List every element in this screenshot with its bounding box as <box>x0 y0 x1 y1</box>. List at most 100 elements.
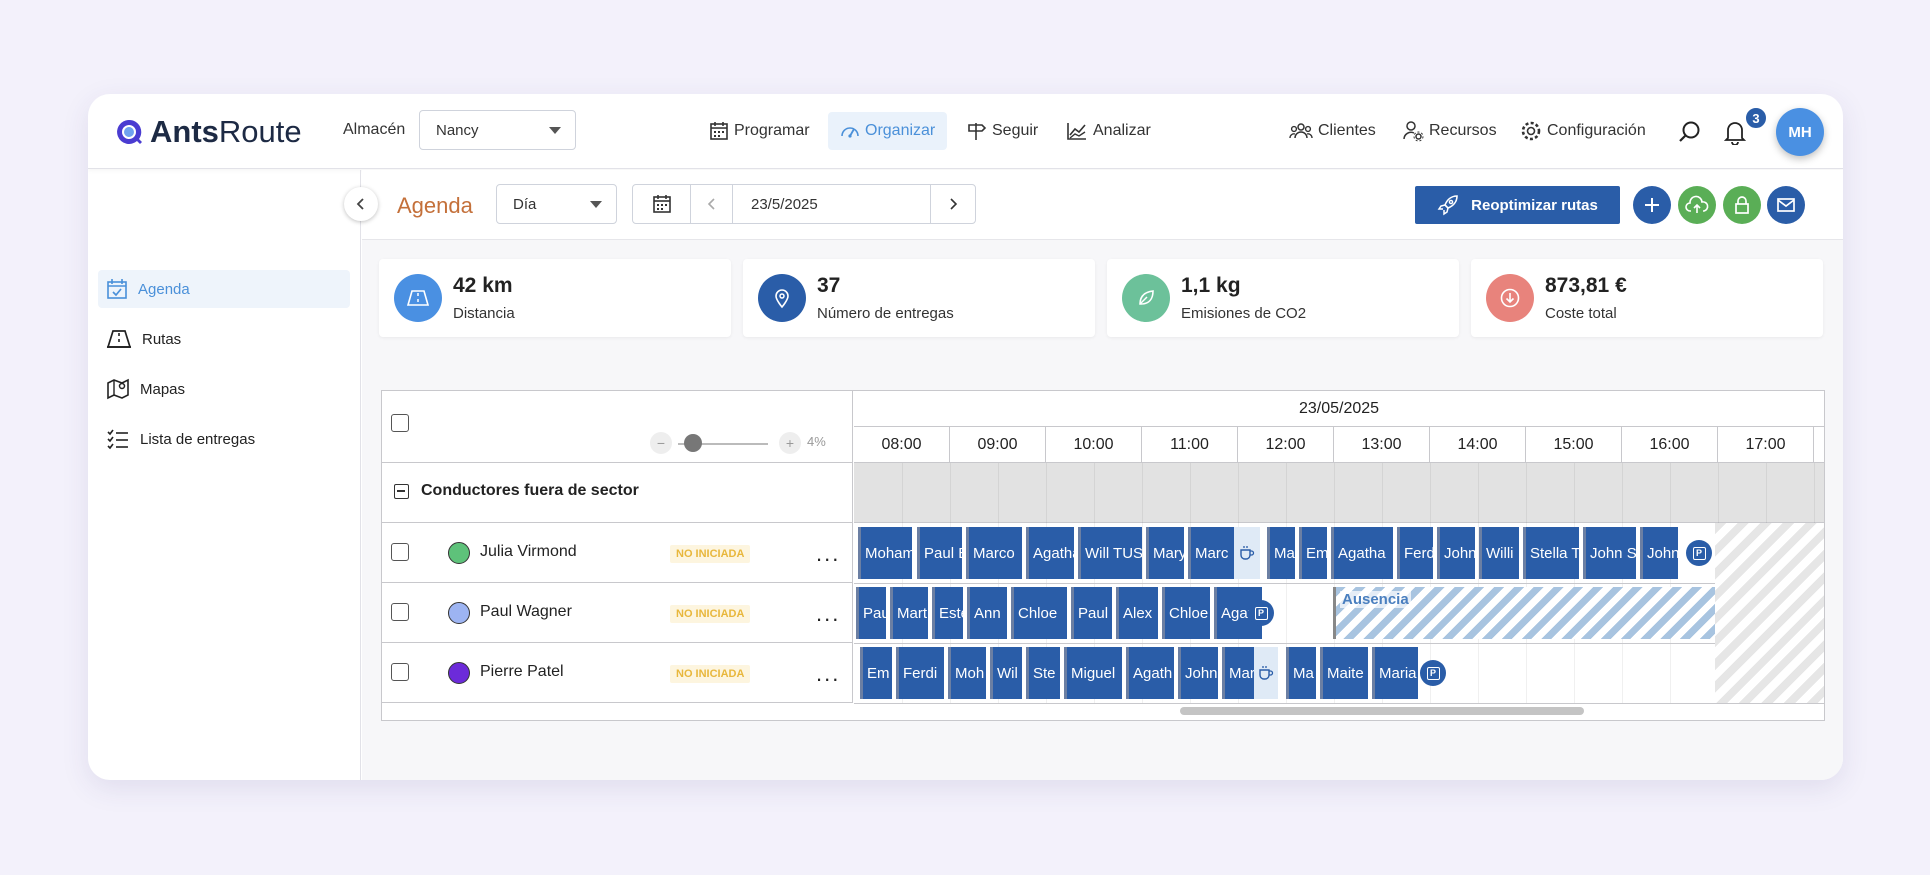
previous-day-button[interactable] <box>691 185 733 223</box>
group-row[interactable]: Conductores fuera de sector <box>382 463 853 523</box>
delivery-task[interactable]: Ann <box>967 587 1007 639</box>
zoom-slider-handle[interactable] <box>684 434 702 452</box>
bell-icon[interactable] <box>1724 119 1746 145</box>
delivery-task[interactable]: Este <box>932 587 963 639</box>
zoom-in-button[interactable]: + <box>779 432 801 454</box>
zoom-out-button[interactable]: − <box>650 432 672 454</box>
road-icon <box>406 290 430 306</box>
sidebar-item-rutas[interactable]: Rutas <box>98 320 350 358</box>
horizontal-scrollbar[interactable] <box>1180 707 1584 715</box>
sidebar-item-agenda[interactable]: Agenda <box>98 270 350 308</box>
delivery-task[interactable]: John <box>1178 647 1218 699</box>
sidebar-item-label: Agenda <box>138 280 190 298</box>
delivery-task[interactable]: Paul B <box>917 527 962 579</box>
zoom-slider-track[interactable] <box>678 443 768 445</box>
calendar-check-icon <box>107 279 127 299</box>
delivery-task[interactable]: John <box>1437 527 1475 579</box>
delivery-task[interactable]: Paul <box>856 587 886 639</box>
driver-checkbox[interactable] <box>391 663 409 681</box>
search-icon[interactable] <box>1678 120 1702 144</box>
nav-clientes[interactable]: Clientes <box>1277 112 1388 150</box>
delivery-task[interactable]: Marco <box>966 527 1022 579</box>
driver-checkbox[interactable] <box>391 543 409 561</box>
lock-button[interactable] <box>1723 186 1761 224</box>
nav-analizar[interactable]: Analizar <box>1054 112 1163 150</box>
store-select[interactable]: Nancy <box>419 110 576 150</box>
users-icon <box>1289 123 1313 139</box>
kpi-card-cost: 873,81 € Coste total <box>1471 259 1823 337</box>
delivery-task[interactable]: Mart <box>890 587 928 639</box>
delivery-task[interactable]: Agatha <box>1026 527 1074 579</box>
nav-organizar[interactable]: Organizar <box>828 112 948 150</box>
delivery-task[interactable]: Em <box>1299 527 1327 579</box>
delivery-task[interactable]: Ma <box>1267 527 1295 579</box>
nav-recursos[interactable]: Recursos <box>1390 112 1509 150</box>
absence-block[interactable]: Ausencia <box>1333 587 1715 639</box>
coffee-break-block[interactable] <box>1234 527 1260 579</box>
delivery-task[interactable]: Mohammed <box>858 527 912 579</box>
page-title: Agenda <box>397 193 473 218</box>
delivery-task[interactable]: Wil <box>990 647 1022 699</box>
more-options-icon[interactable]: ... <box>816 661 841 686</box>
road-icon <box>106 330 132 348</box>
collapse-group-icon[interactable] <box>394 484 409 499</box>
group-timeline-row <box>854 463 1824 523</box>
driver-row[interactable]: Julia Virmond NO INICIADA ... <box>382 523 853 583</box>
delivery-task[interactable]: Maite <box>1320 647 1368 699</box>
delivery-task[interactable]: Maria <box>1372 647 1418 699</box>
nav-label: Recursos <box>1429 122 1497 139</box>
driver-row[interactable]: Pierre Patel NO INICIADA ... <box>382 643 853 703</box>
sidebar-item-label: Mapas <box>140 380 186 398</box>
driver-checkbox[interactable] <box>391 603 409 621</box>
driver-row[interactable]: Paul Wagner NO INICIADA ... <box>382 583 853 643</box>
delivery-task[interactable]: Chloe <box>1011 587 1067 639</box>
view-select-value: Día <box>513 195 537 213</box>
row-divider <box>854 703 1824 704</box>
sidebar-item-mapas[interactable]: Mapas <box>98 370 350 408</box>
nav-seguir[interactable]: Seguir <box>955 112 1050 150</box>
collapse-sidebar-button[interactable] <box>344 187 378 221</box>
gear-icon <box>1521 121 1541 141</box>
delivery-task[interactable]: Ferdi <box>1397 527 1433 579</box>
delivery-task[interactable]: Mary <box>1146 527 1184 579</box>
parking-icon[interactable]: P <box>1686 540 1712 566</box>
delivery-task[interactable]: Agath <box>1126 647 1174 699</box>
more-options-icon[interactable]: ... <box>816 541 841 566</box>
avatar[interactable]: MH <box>1776 108 1824 156</box>
nav-configuracion[interactable]: Configuración <box>1508 112 1658 150</box>
hour-label: 12:00 <box>1238 427 1334 463</box>
delivery-task[interactable]: John S <box>1583 527 1636 579</box>
delivery-task[interactable]: Alex <box>1116 587 1158 639</box>
logo[interactable]: Ants Route <box>114 114 302 150</box>
coffee-icon <box>1259 666 1274 680</box>
delivery-task[interactable]: Paul <box>1071 587 1112 639</box>
delivery-task[interactable]: Chloe <box>1162 587 1210 639</box>
delivery-task[interactable]: John <box>1640 527 1678 579</box>
calendar-button[interactable] <box>633 185 691 223</box>
delivery-task[interactable]: Ste <box>1026 647 1060 699</box>
select-all-checkbox[interactable] <box>391 414 409 432</box>
delivery-task[interactable]: Agatha <box>1331 527 1393 579</box>
more-options-icon[interactable]: ... <box>816 601 841 626</box>
add-button[interactable] <box>1633 186 1671 224</box>
delivery-task[interactable]: Miguel <box>1064 647 1122 699</box>
email-button[interactable] <box>1767 186 1805 224</box>
sidebar-item-lista-de-entregas[interactable]: Lista de entregas <box>98 420 350 458</box>
delivery-task[interactable]: Ma <box>1286 647 1316 699</box>
coffee-break-block[interactable] <box>1254 647 1278 699</box>
delivery-task[interactable]: Ferdi <box>896 647 944 699</box>
date-input[interactable]: 23/5/2025 <box>733 185 931 223</box>
parking-icon[interactable]: P <box>1420 660 1446 686</box>
parking-icon[interactable]: P <box>1248 600 1274 626</box>
nav-programar[interactable]: Programar <box>697 112 822 150</box>
delivery-task[interactable]: Willi <box>1479 527 1519 579</box>
next-day-button[interactable] <box>931 185 975 223</box>
delivery-task[interactable]: Moh <box>948 647 986 699</box>
delivery-task[interactable]: Marc <box>1188 527 1236 579</box>
upload-button[interactable] <box>1678 186 1716 224</box>
reoptimize-button[interactable]: Reoptimizar rutas <box>1415 186 1620 224</box>
delivery-task[interactable]: Em <box>860 647 892 699</box>
delivery-task[interactable]: Stella T <box>1523 527 1579 579</box>
view-select[interactable]: Día <box>496 184 617 224</box>
delivery-task[interactable]: Will TUS <box>1078 527 1142 579</box>
